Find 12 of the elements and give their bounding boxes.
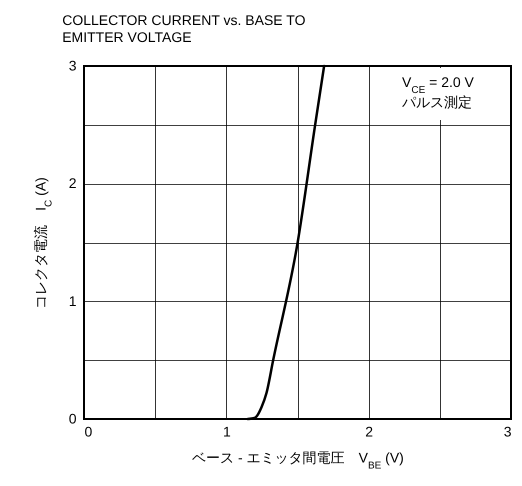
x-tick-label: 2 (365, 424, 374, 440)
x-tick-label: 0 (84, 424, 92, 440)
y-tick-label: 0 (68, 410, 77, 426)
y-tick-label: 1 (68, 292, 77, 309)
y-tick-label: 2 (68, 175, 77, 192)
y-tick-label: 3 (68, 58, 77, 74)
annotation: V$_{CE}$ = 2.0 V (402, 74, 475, 96)
x-axis-title: ベース - エミッタ間電圧 V$_{BE}$ (V) (192, 450, 404, 471)
x-tick-label: 1 (222, 424, 231, 440)
x-tick-label: 3 (504, 424, 512, 440)
annotation: パルス測定 (401, 94, 472, 110)
chart-title: COLLECTOR CURRENT vs. BASE TO EMITTER VOLTAGE (62, 12, 306, 45)
